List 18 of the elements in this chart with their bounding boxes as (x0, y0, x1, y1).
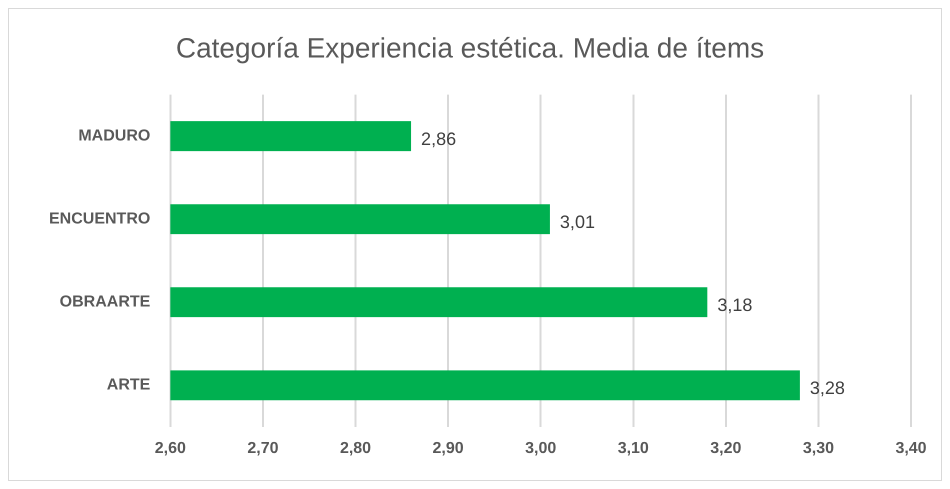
chart-title: Categoría Experiencia estética. Media de ítems (176, 32, 764, 64)
data-label: 3,01 (560, 212, 595, 232)
data-label: 3,18 (717, 295, 752, 316)
x-tick-label: 2,90 (432, 440, 464, 457)
y-tick-label: ENCUENTRO (48, 210, 150, 228)
x-tick-label: 3,40 (895, 440, 927, 457)
x-tick-label: 3,20 (710, 440, 742, 457)
x-tick-label: 2,70 (247, 440, 279, 457)
y-tick-label: MADURO (78, 128, 150, 145)
data-label: 2,86 (421, 129, 456, 150)
x-tick-label: 3,10 (618, 440, 649, 457)
data-label: 3,28 (810, 378, 845, 398)
x-tick-label: 2,80 (340, 440, 372, 457)
y-tick-label: OBRAARTE (60, 294, 151, 311)
x-tick-label: 3,00 (525, 440, 556, 457)
x-tick-label: 3,30 (802, 440, 834, 457)
y-tick-label: ARTE (106, 376, 151, 394)
x-tick-label: 2,60 (154, 440, 186, 457)
